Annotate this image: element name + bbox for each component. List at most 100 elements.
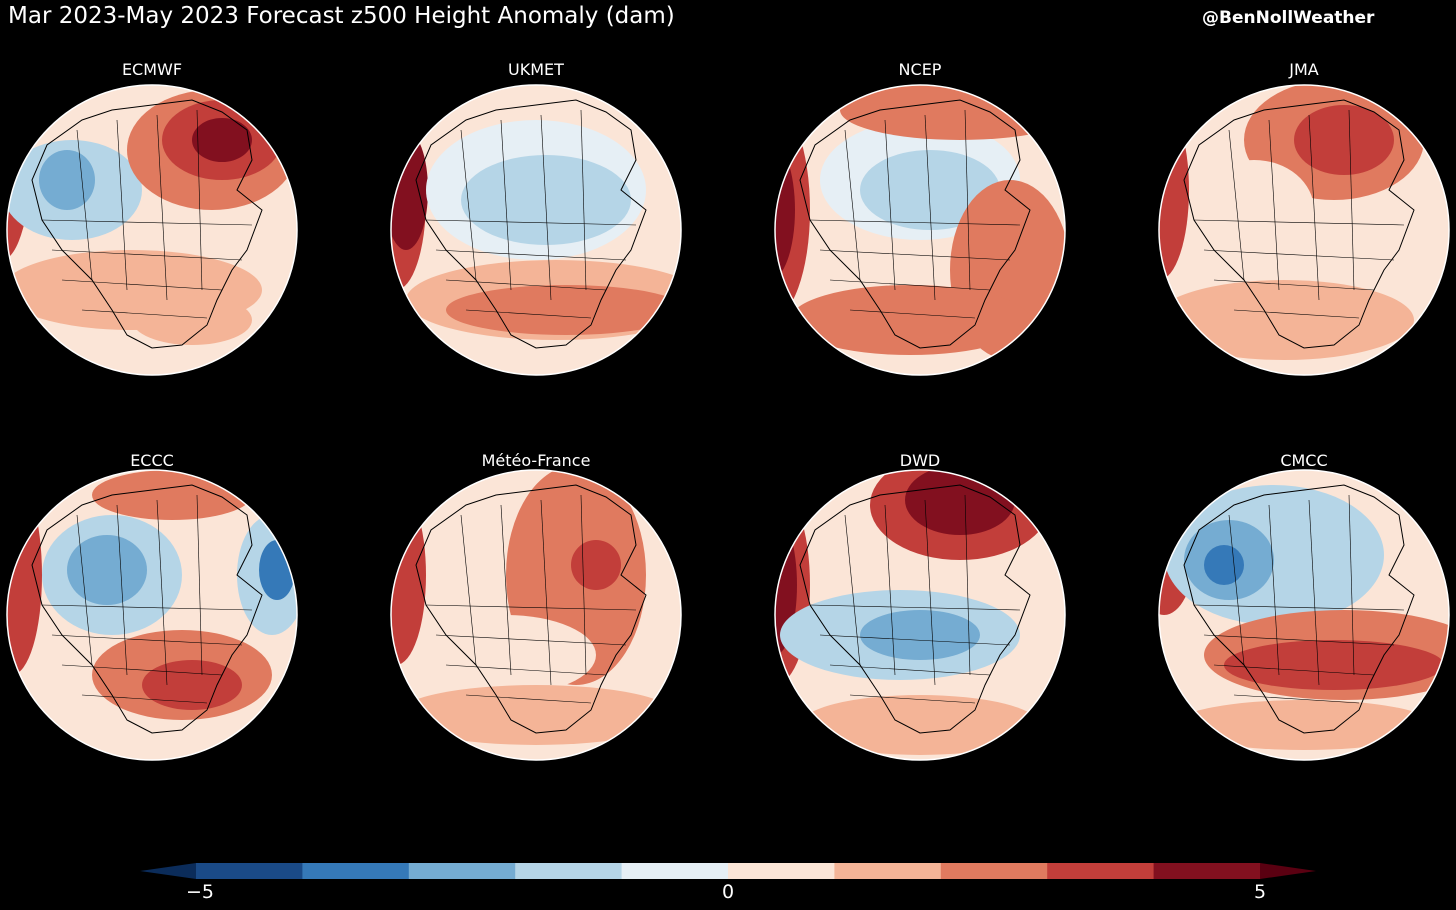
colorbar bbox=[140, 863, 1316, 879]
anomaly-region bbox=[905, 470, 1015, 535]
border-line bbox=[819, 634, 1011, 646]
border-line bbox=[1228, 514, 1245, 666]
border-line bbox=[61, 664, 223, 676]
border-line bbox=[580, 109, 587, 291]
globe-map bbox=[390, 84, 682, 376]
coastline bbox=[31, 99, 263, 349]
border-line bbox=[819, 249, 1011, 261]
colorbar-segment bbox=[408, 863, 516, 879]
panel-title: NCEP bbox=[898, 60, 942, 79]
border-line bbox=[1308, 114, 1320, 301]
anomaly-region bbox=[67, 535, 147, 605]
credit-text: @BenNollWeather bbox=[1202, 8, 1375, 28]
panel-title: JMA bbox=[1289, 60, 1319, 79]
panel-title: ECMWF bbox=[121, 60, 183, 79]
border-line bbox=[1213, 664, 1375, 676]
border-line bbox=[41, 219, 253, 226]
colorbar-segment bbox=[940, 863, 1048, 879]
border-line bbox=[460, 514, 477, 666]
border-line bbox=[1348, 494, 1355, 676]
panel-title: Météo-France bbox=[481, 451, 591, 470]
colorbar-segment bbox=[515, 863, 623, 879]
anomaly-region bbox=[446, 285, 681, 335]
anomaly-region bbox=[416, 615, 596, 695]
border-line bbox=[964, 109, 971, 291]
border-line bbox=[580, 494, 587, 676]
colorbar-tick-max: 5 bbox=[1253, 881, 1267, 903]
colorbar-tick-mid: 0 bbox=[721, 881, 735, 903]
border-line bbox=[500, 504, 512, 676]
anomaly-region bbox=[860, 150, 1000, 230]
globe-rim bbox=[390, 84, 682, 376]
border-line bbox=[1213, 279, 1375, 291]
coastline bbox=[31, 484, 263, 734]
border-line bbox=[1228, 129, 1245, 281]
border-line bbox=[1233, 694, 1360, 704]
colorbar-segment bbox=[196, 863, 303, 879]
panel-title: ECCC bbox=[130, 451, 174, 470]
border-line bbox=[849, 694, 976, 704]
border-line bbox=[460, 129, 477, 281]
border-line bbox=[1268, 504, 1280, 676]
border-line bbox=[435, 249, 627, 261]
globe-map bbox=[1158, 469, 1450, 761]
border-line bbox=[924, 114, 936, 301]
border-line bbox=[829, 664, 991, 676]
border-line bbox=[844, 129, 861, 281]
anomaly-region bbox=[790, 285, 1030, 355]
globe-map bbox=[390, 469, 682, 761]
border-line bbox=[924, 499, 936, 686]
border-line bbox=[809, 219, 1021, 226]
border-line bbox=[81, 309, 208, 319]
border-line bbox=[1203, 634, 1395, 646]
anomaly-region bbox=[800, 695, 1040, 755]
border-line bbox=[156, 114, 168, 301]
anomaly-region bbox=[142, 660, 242, 710]
border-line bbox=[116, 119, 128, 291]
border-line bbox=[809, 604, 1021, 611]
border-line bbox=[465, 694, 592, 704]
panel-title: CMCC bbox=[1280, 451, 1328, 470]
colorbar-segment bbox=[302, 863, 410, 879]
globe-rim bbox=[774, 84, 1066, 376]
border-line bbox=[76, 514, 93, 666]
colorbar-segment bbox=[1153, 863, 1261, 879]
chart-title: Mar 2023-May 2023 Forecast z500 Height A… bbox=[8, 3, 675, 29]
border-line bbox=[964, 494, 971, 676]
border-line bbox=[884, 504, 896, 676]
anomaly-region bbox=[571, 540, 621, 590]
border-line bbox=[76, 129, 93, 281]
coastline bbox=[1183, 99, 1415, 349]
globe-rim bbox=[774, 469, 1066, 761]
colorbar-segment bbox=[1047, 863, 1155, 879]
border-line bbox=[849, 309, 976, 319]
globe-map bbox=[1158, 84, 1450, 376]
border-line bbox=[465, 309, 592, 319]
globe-map bbox=[774, 469, 1066, 761]
colorbar-tick-min: −5 bbox=[185, 881, 214, 903]
border-line bbox=[41, 604, 253, 611]
border-line bbox=[540, 114, 552, 301]
globe-rim bbox=[1158, 469, 1450, 761]
anomaly-region bbox=[192, 118, 252, 162]
border-line bbox=[51, 249, 243, 261]
globe-rim bbox=[6, 84, 298, 376]
colorbar-over-arrow bbox=[1260, 863, 1316, 879]
globe-rim bbox=[390, 469, 682, 761]
border-line bbox=[425, 604, 637, 611]
globe-rim bbox=[1158, 84, 1450, 376]
border-line bbox=[445, 664, 607, 676]
anomaly-region bbox=[1294, 105, 1394, 175]
anomaly-region bbox=[1204, 545, 1244, 585]
anomaly-region bbox=[396, 685, 676, 745]
border-line bbox=[1203, 249, 1395, 261]
anomaly-region bbox=[39, 150, 95, 210]
anomaly-region bbox=[860, 610, 980, 660]
border-line bbox=[500, 119, 512, 291]
coastline bbox=[415, 99, 647, 349]
border-line bbox=[1348, 109, 1355, 291]
anomaly-region bbox=[1174, 700, 1434, 750]
border-line bbox=[156, 499, 168, 686]
colorbar-under-arrow bbox=[140, 863, 196, 879]
border-line bbox=[1233, 309, 1360, 319]
